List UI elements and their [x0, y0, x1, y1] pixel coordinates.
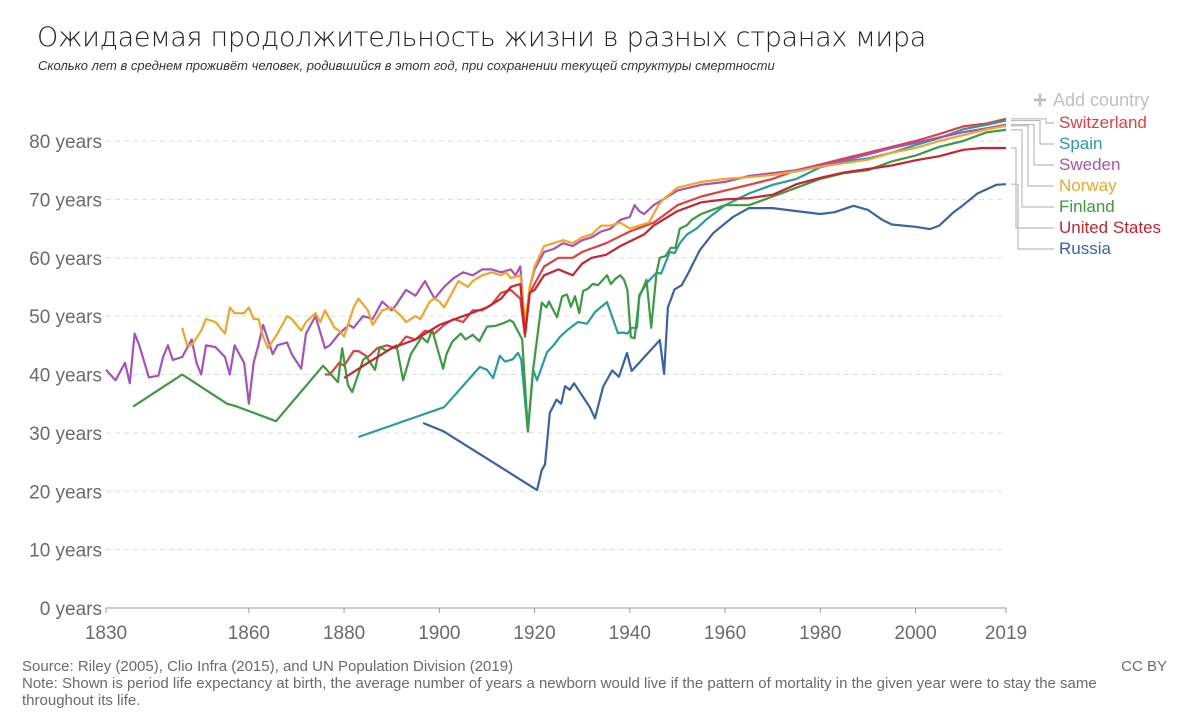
series-line-russia[interactable] — [422, 183, 1007, 492]
legend-label-sweden[interactable]: Sweden — [1059, 155, 1120, 174]
x-tick-label: 1830 — [85, 623, 127, 644]
legend-connector — [1011, 118, 1054, 124]
legend-connector — [1011, 119, 1054, 145]
y-tick-label: 60 years — [29, 249, 102, 270]
legend-connector — [1011, 125, 1054, 187]
x-tick-label: 2019 — [985, 623, 1027, 644]
y-axis: 0 years 10 years 20 years 30 years 40 years 5… — [29, 132, 102, 620]
legend-label-finland[interactable]: Finland — [1059, 197, 1115, 216]
plus-icon: + — [1033, 87, 1048, 114]
note-text: Note: Shown is period life expectancy at… — [22, 675, 1097, 709]
y-tick-label: 30 years — [29, 424, 102, 445]
legend-label-norway[interactable]: Norway — [1059, 176, 1117, 195]
license-link[interactable]: CC BY — [1121, 658, 1167, 675]
add-country-label: Add country — [1053, 90, 1150, 110]
series-line-united-states[interactable] — [343, 146, 1006, 379]
series-line-norway[interactable] — [181, 124, 1007, 350]
gridlines — [106, 140, 1006, 609]
series-lines — [105, 117, 1007, 492]
x-tick-label: 1900 — [418, 623, 460, 644]
x-tick-label: 1880 — [323, 623, 365, 644]
chart-subtitle: Сколько лет в среднем проживёт человек, … — [38, 58, 775, 73]
legend-connector — [1011, 183, 1054, 250]
x-tick-label: 1980 — [799, 623, 841, 644]
legend-label-russia[interactable]: Russia — [1059, 239, 1112, 258]
x-tick-label: 2000 — [894, 623, 936, 644]
y-tick-label: 40 years — [29, 366, 102, 387]
add-country-button[interactable]: + Add country — [1033, 87, 1149, 115]
y-tick-label: 50 years — [29, 307, 102, 328]
legend-connector — [1011, 124, 1054, 166]
legend-label-spain[interactable]: Spain — [1059, 134, 1102, 153]
footer: Source: Riley (2005), Clio Infra (2015),… — [22, 658, 1112, 709]
legend-label-united-states[interactable]: United States — [1059, 218, 1161, 237]
legend-label-switzerland[interactable]: Switzerland — [1059, 113, 1147, 132]
chart-title: Ожидаемая продолжительность жизни в разн… — [37, 22, 927, 53]
series-line-finland[interactable] — [132, 128, 1007, 433]
source-text: Source: Riley (2005), Clio Infra (2015),… — [22, 658, 514, 675]
y-tick-label: 70 years — [29, 190, 102, 211]
series-line-sweden[interactable] — [105, 123, 1007, 405]
y-tick-label: 80 years — [29, 132, 102, 153]
x-axis: 1830 1860 1880 1900 1920 1940 1960 1980 2000 2019 — [85, 608, 1027, 644]
y-tick-label: 10 years — [29, 541, 102, 562]
legend: Switzerland Spain Sweden Norway Finland Unite… — [1011, 113, 1161, 258]
series-line-spain[interactable] — [358, 119, 1007, 439]
x-tick-label: 1960 — [704, 623, 746, 644]
x-tick-label: 1920 — [513, 623, 555, 644]
x-tick-label: 1860 — [228, 623, 270, 644]
x-tick-label: 1940 — [609, 623, 651, 644]
legend-connector — [1011, 147, 1054, 229]
y-tick-label: 20 years — [29, 482, 102, 503]
y-tick-label: 0 years — [40, 599, 102, 620]
legend-connector — [1011, 129, 1054, 208]
